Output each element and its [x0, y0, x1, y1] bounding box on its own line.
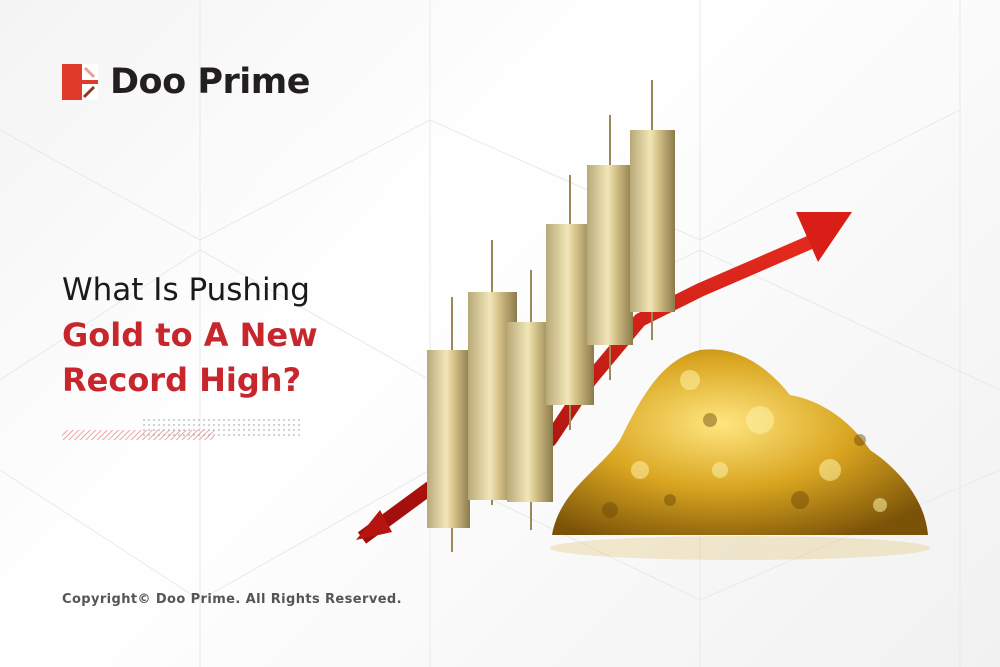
brand-name: Doo Prime: [110, 62, 310, 102]
headline-line-2: Gold to A New: [62, 316, 318, 354]
headline-line-1: What Is Pushing: [62, 272, 310, 308]
candlesticks: [427, 80, 675, 552]
headline: What Is Pushing Gold to A New Record Hig…: [62, 268, 318, 403]
copyright-text: Copyright© Doo Prime. All Rights Reserve…: [62, 592, 402, 607]
decorative-stripes: [62, 418, 302, 440]
brand-logo: Doo Prime: [62, 62, 310, 102]
headline-line-3: Record High?: [62, 361, 302, 399]
gold-nugget-pile: [550, 349, 930, 560]
doo-prime-logo-icon: [62, 64, 98, 100]
